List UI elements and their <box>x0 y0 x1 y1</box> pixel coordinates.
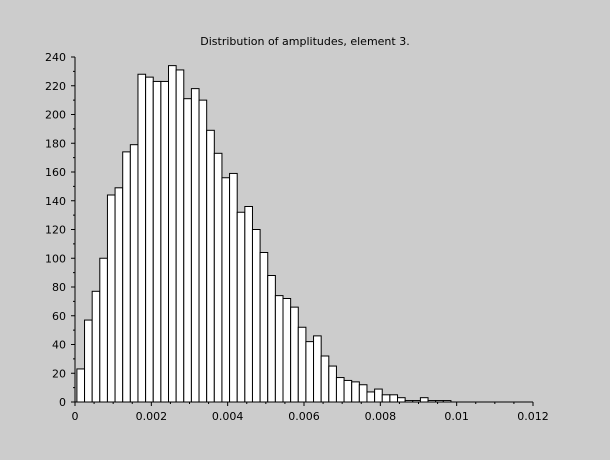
histogram-bar <box>335 377 345 403</box>
histogram-bar <box>366 391 376 403</box>
histogram-bar <box>397 397 406 403</box>
histogram-bar <box>213 152 223 403</box>
y-tick-label: 60 <box>52 310 66 323</box>
x-tick-label: 0.006 <box>288 410 320 423</box>
x-tick-label: 0.008 <box>365 410 397 423</box>
histogram-bar <box>419 397 429 403</box>
histogram-bar <box>259 252 269 403</box>
axes-layer: 0 20 40 60 80 100 120 140 160 180 200 220 240 0 0.002 0… <box>45 51 549 423</box>
histogram-bar <box>343 379 353 403</box>
histogram-bar <box>244 206 253 403</box>
histogram-bar <box>305 341 315 403</box>
histogram-bar <box>229 172 238 403</box>
histogram-bar <box>236 211 246 403</box>
histogram-bar <box>351 381 360 403</box>
y-tick-label: 140 <box>45 195 66 208</box>
histogram-bar <box>358 384 368 403</box>
y-tick-label: 120 <box>45 224 66 237</box>
x-tick-label: 0.01 <box>444 410 469 423</box>
histogram-bar <box>114 187 124 403</box>
y-tick-label: 180 <box>45 137 66 150</box>
x-tick-label: 0.012 <box>517 410 549 423</box>
histogram-bar <box>297 326 307 403</box>
histogram-bar <box>251 229 261 403</box>
y-tick-label: 100 <box>45 252 66 265</box>
histogram-bar <box>168 65 177 403</box>
histogram-bar <box>152 80 162 403</box>
histogram-bar <box>381 394 391 403</box>
histogram-bar <box>267 275 276 403</box>
y-tick-label: 160 <box>45 166 66 179</box>
bars-layer <box>76 65 452 403</box>
histogram-bar <box>137 73 147 403</box>
histogram-bar <box>145 76 154 403</box>
histogram-bar <box>122 151 131 403</box>
y-tick-label: 0 <box>59 396 66 409</box>
x-tick-label: 0 <box>72 410 79 423</box>
y-tick-label: 80 <box>52 281 66 294</box>
x-tick-label: 0.004 <box>212 410 244 423</box>
histogram-bar <box>106 194 116 403</box>
y-tick-label: 200 <box>45 109 66 122</box>
histogram-bar <box>76 368 86 403</box>
histogram-bar <box>190 88 200 403</box>
histogram-bar <box>84 319 93 403</box>
histogram-bar <box>160 80 170 403</box>
histogram-bar <box>282 298 292 403</box>
histogram-bar <box>328 365 337 403</box>
y-tick-label: 40 <box>52 339 66 352</box>
chart-title: Distribution of amplitudes, element 3. <box>200 35 409 48</box>
histogram-bar <box>221 177 231 403</box>
y-tick-label: 20 <box>52 367 66 380</box>
y-tick-label: 220 <box>45 80 66 93</box>
x-tick-label: 0.002 <box>136 410 168 423</box>
histogram-bar <box>175 69 185 403</box>
histogram-bar <box>389 394 399 403</box>
histogram-bar <box>198 99 208 403</box>
histogram-bar <box>129 144 139 403</box>
histogram-bar <box>206 129 215 403</box>
histogram-bar <box>274 295 284 403</box>
histogram-bar <box>183 98 192 403</box>
y-tick-label: 240 <box>45 51 66 64</box>
histogram-bar <box>290 306 299 403</box>
histogram-bar <box>320 355 330 403</box>
histogram-bar <box>99 257 108 403</box>
histogram-bar <box>374 388 383 403</box>
histogram-bar <box>313 335 322 403</box>
histogram-bar <box>91 290 101 403</box>
